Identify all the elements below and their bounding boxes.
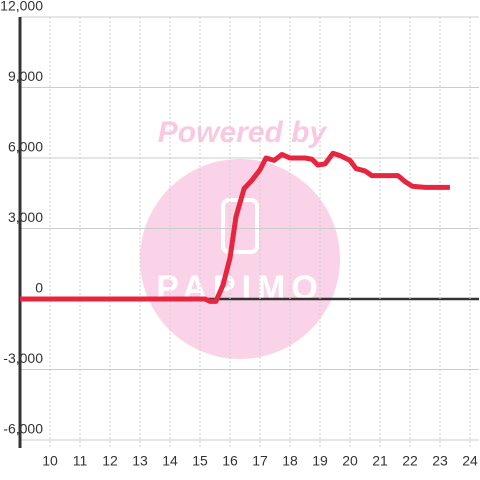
y-tick-label: -3,000 [3, 350, 43, 366]
y-tick-label: 0 [35, 280, 43, 296]
y-tick-label: -6,000 [3, 421, 43, 437]
x-tick-label: 23 [432, 453, 448, 469]
x-tick-label: 18 [282, 453, 298, 469]
data-line [20, 150, 450, 304]
x-tick-label: 10 [42, 453, 58, 469]
x-tick-label: 15 [192, 453, 208, 469]
x-tick-label: 21 [372, 453, 388, 469]
x-tick-label: 12 [102, 453, 118, 469]
x-tick-label: 16 [222, 453, 238, 469]
x-tick-label: 19 [312, 453, 328, 469]
y-tick-label: 12,000 [0, 0, 43, 14]
y-tick-label: 9,000 [8, 68, 43, 84]
y-tick-label: 3,000 [8, 209, 43, 225]
x-tick-label: 24 [462, 453, 478, 469]
x-tick-label: 11 [73, 453, 88, 469]
x-tick-label: 17 [252, 453, 268, 469]
watermark-text: Powered by [158, 116, 328, 149]
x-tick-label: 13 [132, 453, 148, 469]
x-tick-label: 22 [402, 453, 418, 469]
x-tick-label: 14 [162, 453, 178, 469]
x-tick-label: 20 [342, 453, 358, 469]
y-tick-label: 6,000 [8, 139, 43, 155]
